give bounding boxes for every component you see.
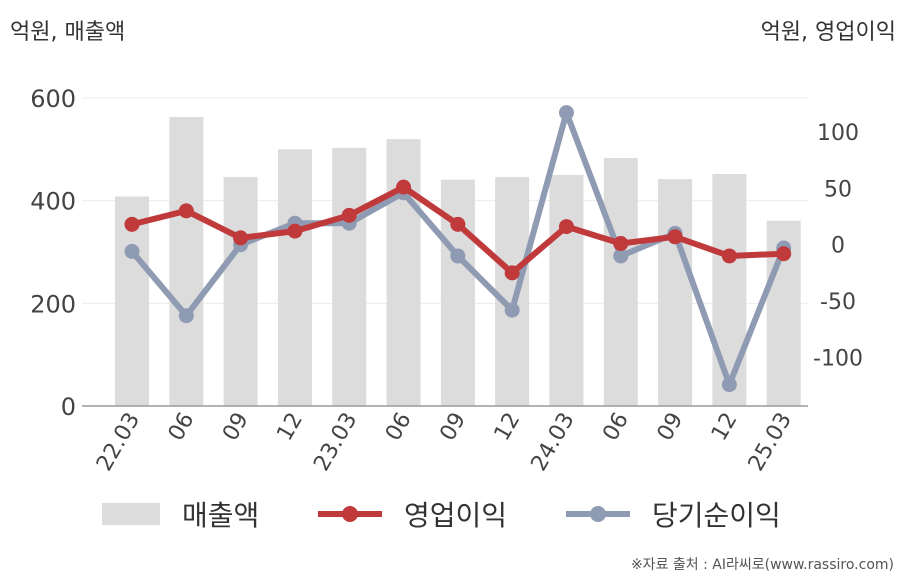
point-net-income-7 — [504, 302, 520, 318]
point-net-income-0 — [124, 243, 140, 259]
left-axis-tick-label: 400 — [30, 188, 76, 216]
left-axis-tick-label: 600 — [30, 85, 76, 113]
legend-item-net-income: 당기순이익 — [566, 492, 781, 536]
legend-swatch-net-income — [566, 503, 630, 525]
point-operating-profit-3 — [287, 223, 303, 239]
chart-legend: 매출액 영업이익 당기순이익 — [0, 492, 908, 536]
legend-item-operating-profit: 영업이익 — [318, 492, 507, 536]
x-axis-tick-label: 12 — [490, 409, 526, 446]
point-operating-profit-8 — [558, 219, 574, 235]
x-axis-tick-label: 25.03 — [744, 409, 797, 476]
point-net-income-9 — [613, 248, 629, 264]
point-operating-profit-12 — [776, 246, 792, 262]
left-axis-tick-label: 0 — [61, 393, 76, 421]
legend-item-revenue: 매출액 — [102, 492, 259, 536]
x-axis-tick-label: 22.03 — [92, 409, 145, 476]
legend-label-net-income: 당기순이익 — [652, 499, 781, 532]
legend-label-revenue: 매출액 — [182, 499, 260, 532]
right-axis-tick-label: 50 — [824, 177, 852, 202]
left-axis-tick-label: 200 — [30, 290, 76, 318]
point-operating-profit-2 — [233, 230, 249, 246]
legend-label-operating-profit: 영업이익 — [404, 499, 508, 532]
bar-revenue-5 — [386, 139, 421, 407]
right-axis-tick-label: -100 — [813, 346, 863, 371]
x-axis-tick-label: 12 — [272, 409, 308, 446]
point-operating-profit-11 — [721, 248, 737, 264]
left-axis-unit-label: 억원, 매출액 — [10, 20, 126, 45]
point-net-income-8 — [558, 105, 574, 121]
x-axis-tick-label: 09 — [653, 409, 689, 446]
bar-revenue-11 — [712, 173, 747, 406]
point-operating-profit-5 — [396, 179, 412, 195]
source-note: ※자료 출처 : AI라씨로(www.rassiro.com) — [630, 557, 894, 573]
x-axis-tick-label: 06 — [381, 409, 417, 446]
legend-swatch-revenue — [102, 503, 160, 525]
right-axis-tick-label: 0 — [831, 234, 845, 259]
bar-revenue-10 — [658, 179, 693, 406]
point-operating-profit-1 — [178, 203, 194, 219]
point-operating-profit-9 — [613, 236, 629, 252]
point-operating-profit-7 — [504, 265, 520, 281]
bar-revenue-4 — [332, 147, 367, 406]
point-operating-profit-10 — [667, 229, 683, 245]
x-axis-tick-label: 12 — [707, 409, 743, 446]
point-net-income-11 — [721, 377, 737, 393]
bar-revenue-1 — [169, 116, 204, 406]
x-axis-tick-label: 09 — [218, 409, 254, 446]
right-axis-unit-label: 억원, 영업이익 — [760, 20, 896, 45]
point-net-income-1 — [178, 308, 194, 324]
right-axis-tick-label: -50 — [820, 290, 856, 315]
point-net-income-6 — [450, 248, 466, 264]
point-operating-profit-4 — [341, 207, 357, 223]
x-axis-tick-label: 09 — [435, 409, 471, 446]
x-axis-tick-label: 06 — [164, 409, 200, 446]
x-axis-tick-label: 06 — [598, 409, 634, 446]
right-axis-tick-label: 100 — [817, 121, 859, 146]
x-axis-tick-label: 23.03 — [309, 409, 362, 476]
bar-revenue-8 — [549, 175, 584, 406]
point-operating-profit-0 — [124, 216, 140, 232]
bar-revenue-7 — [495, 177, 530, 406]
bar-revenue-3 — [277, 149, 312, 407]
point-operating-profit-6 — [450, 216, 466, 232]
bar-revenue-2 — [223, 177, 258, 406]
bar-revenue-9 — [603, 158, 638, 406]
legend-swatch-operating-profit — [318, 503, 382, 525]
x-axis-tick-label: 24.03 — [527, 409, 580, 476]
